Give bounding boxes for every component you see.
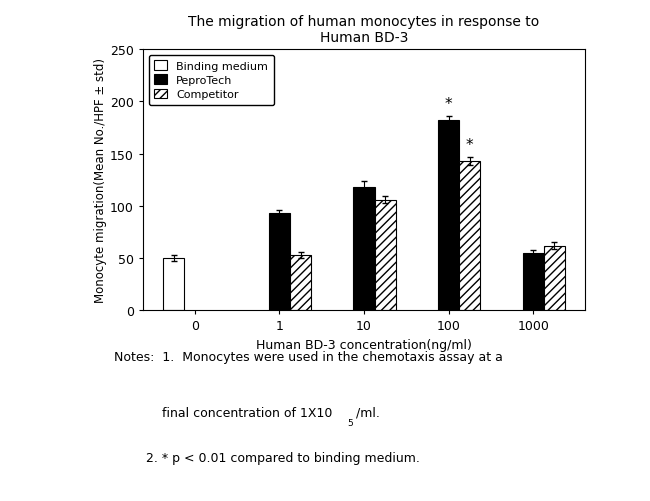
- Bar: [354, 188, 374, 311]
- Text: Notes:  1.  Monocytes were used in the chemotaxis assay at a: Notes: 1. Monocytes were used in the che…: [114, 351, 502, 364]
- Bar: [459, 162, 480, 311]
- X-axis label: Human BD-3 concentration(ng/ml): Human BD-3 concentration(ng/ml): [256, 338, 472, 351]
- Title: The migration of human monocytes in response to
Human BD-3: The migration of human monocytes in resp…: [188, 15, 540, 45]
- Text: /ml.: /ml.: [356, 406, 380, 419]
- Bar: [544, 246, 565, 311]
- Bar: [438, 121, 459, 311]
- Y-axis label: Monocyte migration(Mean No./HPF ± std): Monocyte migration(Mean No./HPF ± std): [94, 58, 107, 303]
- Text: 5: 5: [348, 418, 354, 427]
- Bar: [269, 214, 290, 311]
- Text: 2. * p < 0.01 compared to binding medium.: 2. * p < 0.01 compared to binding medium…: [114, 451, 420, 464]
- Bar: [163, 259, 184, 311]
- Bar: [523, 254, 544, 311]
- Text: *: *: [445, 97, 452, 112]
- Legend: Binding medium, PeproTech, Competitor: Binding medium, PeproTech, Competitor: [149, 56, 274, 106]
- Text: *: *: [466, 137, 474, 152]
- Bar: [290, 256, 311, 311]
- Bar: [374, 200, 396, 311]
- Text: final concentration of 1X10: final concentration of 1X10: [114, 406, 332, 419]
